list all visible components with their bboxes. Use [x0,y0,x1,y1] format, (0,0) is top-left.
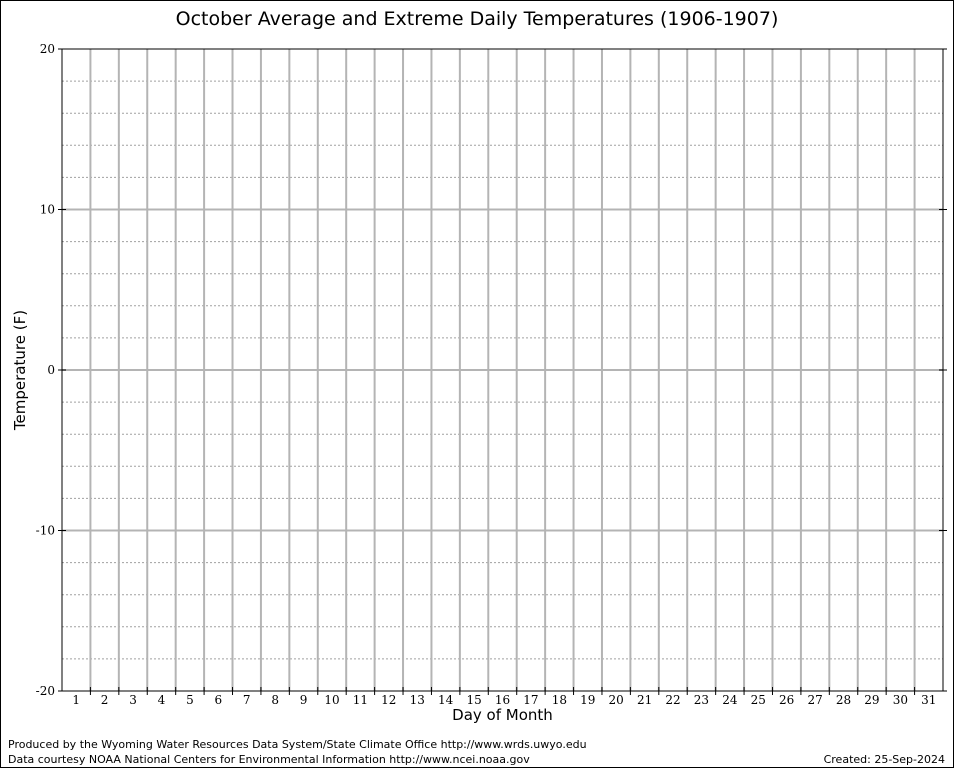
x-tick-label: 27 [807,693,822,707]
y-tick-label: 20 [40,42,55,56]
x-tick-label: 31 [921,693,936,707]
x-tick-label: 12 [381,693,396,707]
footer-data-courtesy: Data courtesy NOAA National Centers for … [8,753,530,766]
x-tick-label: 23 [694,693,709,707]
x-tick-label: 2 [101,693,109,707]
x-tick-label: 6 [214,693,222,707]
x-tick-label: 3 [129,693,137,707]
x-tick-label: 22 [665,693,680,707]
x-tick-label: 30 [893,693,908,707]
y-tick-label: 10 [40,203,55,217]
x-tick-label: 20 [609,693,624,707]
x-tick-label: 4 [158,693,166,707]
y-axis-label: Temperature (F) [11,309,29,431]
x-tick-label: 26 [779,693,794,707]
x-tick-label: 5 [186,693,194,707]
y-tick-label: 0 [47,363,55,377]
x-tick-label: 18 [552,693,567,707]
footer-produced-by: Produced by the Wyoming Water Resources … [8,738,587,751]
x-tick-label: 28 [836,693,851,707]
x-tick-label: 16 [495,693,510,707]
x-tick-label: 21 [637,693,652,707]
x-tick-label: 29 [864,693,879,707]
x-tick-label: 17 [523,693,538,707]
x-tick-label: 11 [353,693,368,707]
x-tick-label: 9 [300,693,308,707]
x-tick-label: 15 [466,693,481,707]
x-tick-label: 8 [271,693,279,707]
x-tick-label: 25 [751,693,766,707]
y-tick-label: -10 [36,524,55,538]
chart-title: October Average and Extreme Daily Temper… [175,8,779,30]
x-axis-label: Day of Month [452,706,553,724]
x-tick-label: 24 [722,693,738,707]
y-tick-label: -20 [36,684,55,698]
x-tick-label: 13 [410,693,425,707]
x-tick-label: 1 [72,693,80,707]
grid-lines [62,49,943,691]
x-tick-label: 14 [438,693,454,707]
footer-created-date: Created: 25-Sep-2024 [823,753,945,766]
x-tick-label: 7 [243,693,251,707]
x-tick-label: 10 [324,693,339,707]
x-tick-label: 19 [580,693,595,707]
